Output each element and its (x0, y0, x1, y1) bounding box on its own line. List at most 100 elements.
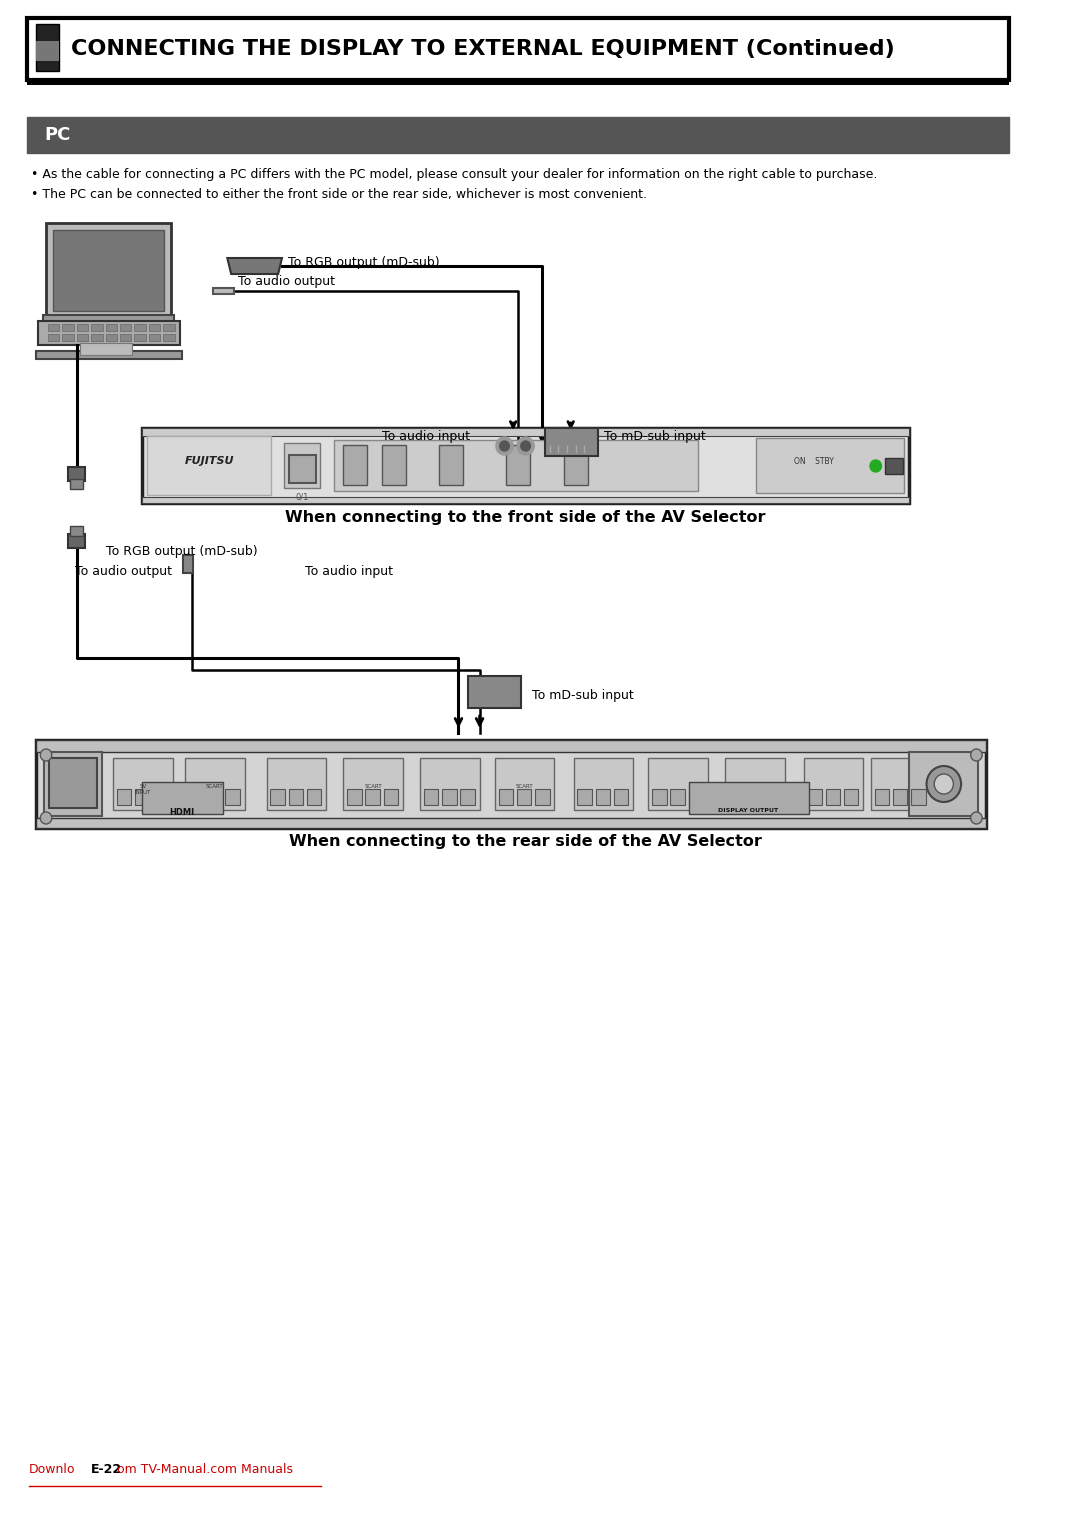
Bar (288, 455, 315, 483)
Bar (63, 335, 73, 341)
Bar (270, 788, 285, 805)
Text: SV
INPUT: SV INPUT (135, 784, 151, 795)
Circle shape (927, 766, 961, 802)
Bar (91, 324, 103, 332)
Bar (141, 497, 909, 503)
Bar (149, 324, 160, 332)
Bar (517, 788, 531, 805)
Bar (564, 445, 588, 484)
Text: Downlo: Downlo (29, 1462, 76, 1476)
Bar (573, 758, 633, 810)
Bar (68, 468, 85, 481)
Bar (652, 788, 666, 805)
Circle shape (40, 749, 52, 761)
Bar (424, 788, 438, 805)
Text: SCART: SCART (364, 784, 382, 788)
Bar (845, 788, 859, 805)
Bar (729, 788, 743, 805)
Bar (747, 788, 761, 805)
Text: • The PC can be connected to either the front side or the rear side, whichever i: • The PC can be connected to either the … (30, 188, 647, 202)
Bar (808, 788, 822, 805)
Bar (135, 788, 150, 805)
Bar (113, 758, 173, 810)
Bar (49, 758, 97, 808)
Bar (804, 758, 863, 810)
Text: To mD-sub input: To mD-sub input (605, 429, 706, 443)
Text: To mD-sub input: To mD-sub input (532, 689, 634, 701)
Circle shape (870, 460, 881, 472)
Bar (141, 782, 224, 814)
Bar (68, 533, 85, 549)
Bar (671, 788, 685, 805)
Bar (596, 788, 610, 805)
Bar (37, 24, 59, 70)
Text: When connecting to the front side of the AV Selector: When connecting to the front side of the… (285, 510, 766, 526)
Bar (37, 351, 183, 359)
Bar (756, 439, 904, 494)
Bar (288, 788, 303, 805)
Bar (77, 335, 89, 341)
Bar (307, 788, 322, 805)
Bar (544, 428, 597, 455)
Bar (383, 788, 399, 805)
Bar (284, 443, 321, 487)
Bar (184, 555, 193, 573)
Bar (826, 788, 840, 805)
Bar (70, 478, 83, 489)
Bar (536, 788, 550, 805)
Circle shape (971, 749, 982, 761)
Bar (226, 788, 240, 805)
Bar (147, 435, 271, 495)
Bar (267, 758, 326, 810)
Bar (27, 78, 1009, 86)
Bar (725, 758, 784, 810)
Bar (44, 752, 102, 816)
Text: 0/1: 0/1 (296, 492, 309, 501)
Bar (39, 321, 180, 345)
Bar (163, 324, 175, 332)
Bar (909, 752, 978, 816)
Bar (120, 335, 132, 341)
Circle shape (934, 775, 954, 795)
Bar (46, 223, 171, 318)
Bar (134, 335, 146, 341)
Bar (141, 428, 909, 503)
Circle shape (517, 437, 535, 455)
Bar (207, 788, 221, 805)
Bar (689, 782, 809, 814)
Bar (37, 41, 59, 61)
Bar (27, 18, 1009, 79)
Bar (440, 445, 463, 484)
Bar (43, 315, 174, 322)
Text: To RGB output (mD-sub): To RGB output (mD-sub) (106, 545, 257, 558)
Text: SCART: SCART (206, 784, 224, 788)
Bar (106, 324, 117, 332)
Bar (347, 788, 362, 805)
Text: HDMI: HDMI (170, 808, 194, 817)
Bar (578, 788, 592, 805)
Polygon shape (227, 258, 282, 274)
Bar (365, 788, 380, 805)
Text: • As the cable for connecting a PC differs with the PC model, please consult you: • As the cable for connecting a PC diffe… (30, 168, 877, 180)
Bar (875, 788, 889, 805)
Text: When connecting to the rear side of the AV Selector: When connecting to the rear side of the … (289, 834, 762, 850)
Bar (106, 335, 117, 341)
Bar (870, 758, 930, 810)
Bar (37, 740, 986, 828)
Text: CONNECTING THE DISPLAY TO EXTERNAL EQUIPMENT (Continued): CONNECTING THE DISPLAY TO EXTERNAL EQUIP… (71, 40, 894, 60)
Circle shape (40, 811, 52, 824)
Circle shape (521, 442, 530, 451)
Text: E-22: E-22 (91, 1462, 122, 1476)
Bar (134, 324, 146, 332)
Bar (213, 287, 234, 293)
Bar (189, 788, 203, 805)
Bar (499, 788, 513, 805)
Text: PC: PC (44, 125, 70, 144)
Text: DISPLAY OUTPUT: DISPLAY OUTPUT (718, 808, 779, 813)
Text: FUJITSU: FUJITSU (185, 455, 234, 466)
Bar (766, 788, 780, 805)
Bar (149, 335, 160, 341)
Bar (613, 788, 629, 805)
Bar (37, 740, 986, 752)
Bar (117, 788, 132, 805)
